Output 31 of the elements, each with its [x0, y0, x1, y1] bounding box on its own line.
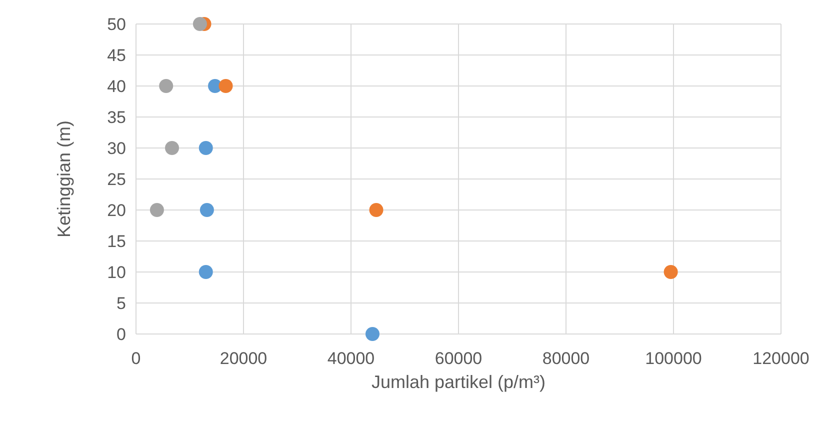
y-tick-label: 35	[107, 108, 126, 127]
y-tick-label: 5	[116, 294, 126, 313]
point	[218, 79, 233, 93]
x-tick-label: 80000	[542, 349, 590, 368]
point	[366, 327, 380, 341]
x-tick-label: 40000	[327, 349, 375, 368]
y-tick-label: 30	[107, 138, 126, 158]
point	[198, 141, 213, 155]
point	[369, 203, 384, 217]
point	[200, 203, 214, 217]
x-tick-label: 0	[131, 349, 141, 368]
x-tick-label: 100000	[645, 349, 702, 368]
x-tick-label: 20000	[220, 349, 268, 368]
point	[159, 79, 174, 93]
point	[198, 265, 213, 279]
point	[192, 17, 207, 31]
point	[150, 203, 164, 217]
y-tick-label: 20	[107, 200, 126, 220]
y-tick-label: 10	[107, 262, 126, 282]
y-axis-title: Ketinggian (m)	[54, 120, 74, 238]
y-tick-label: 15	[107, 232, 126, 251]
point	[664, 265, 678, 279]
y-tick-label: 50	[107, 14, 126, 34]
y-tick-label: 40	[107, 76, 126, 96]
y-tick-label: 45	[107, 46, 126, 65]
y-tick-label: 0	[116, 324, 126, 344]
y-tick-label: 25	[107, 170, 126, 189]
point	[165, 141, 180, 155]
x-tick-label: 60000	[434, 349, 482, 368]
x-tick-label: 120000	[752, 349, 810, 368]
x-axis-title: Jumlah partikel (p/m³)	[371, 372, 546, 392]
